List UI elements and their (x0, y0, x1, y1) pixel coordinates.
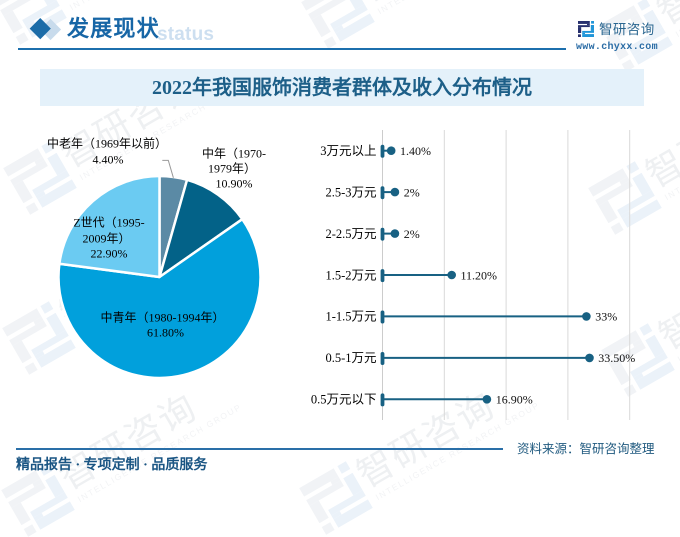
svg-text:10.90%: 10.90% (216, 177, 253, 191)
svg-text:Z世代（1995-: Z世代（1995- (73, 216, 144, 230)
svg-text:0.5万元以下: 0.5万元以下 (311, 393, 377, 407)
svg-text:4.40%: 4.40% (93, 153, 124, 167)
svg-text:61.80%: 61.80% (147, 326, 184, 340)
svg-text:1.5-2万元: 1.5-2万元 (325, 268, 376, 282)
svg-text:2%: 2% (404, 185, 420, 199)
svg-text:22.90%: 22.90% (91, 247, 128, 261)
svg-text:1979年）: 1979年） (208, 162, 256, 176)
svg-text:1.40%: 1.40% (400, 144, 431, 158)
svg-text:中老年（1969年以前）: 中老年（1969年以前） (47, 136, 167, 151)
svg-text:11.20%: 11.20% (461, 268, 498, 282)
svg-text:33%: 33% (595, 310, 617, 324)
svg-text:2%: 2% (404, 227, 420, 241)
svg-text:3万元以上: 3万元以上 (320, 144, 376, 158)
svg-text:16.90%: 16.90% (496, 393, 533, 407)
svg-text:2-2.5万元: 2-2.5万元 (325, 227, 376, 241)
svg-text:中青年（1980-1994年）: 中青年（1980-1994年） (101, 310, 225, 325)
svg-text:1-1.5万元: 1-1.5万元 (325, 310, 376, 324)
svg-text:中年（1970-: 中年（1970- (202, 146, 266, 161)
svg-text:2.5-3万元: 2.5-3万元 (325, 185, 376, 199)
svg-text:2009年）: 2009年） (82, 232, 130, 246)
svg-text:33.50%: 33.50% (598, 351, 635, 365)
svg-text:0.5-1万元: 0.5-1万元 (325, 351, 376, 365)
